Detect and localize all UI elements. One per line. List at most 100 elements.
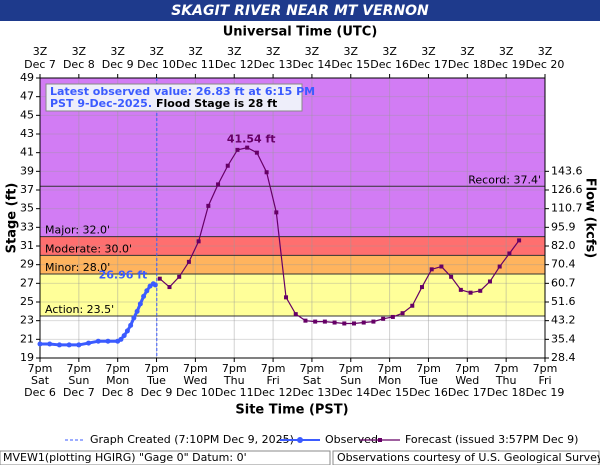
observed-point [121,333,127,339]
x-tick-label: Sat [303,374,322,387]
x-tick-label: Sat [31,374,50,387]
footer-right: Observations courtesy of U.S. Geological… [337,451,600,464]
x2-tick-label: 3Z [227,45,242,58]
x-tick-label: Dec 8 [102,386,134,399]
forecast-point [361,320,366,325]
forecast-point [478,288,483,293]
threshold-label: Record: 37.4' [468,173,541,186]
observed-point [124,328,130,334]
x-tick-label: 7pm [144,362,169,375]
x2-tick-label: Dec 7 [24,58,56,71]
forecast-point [439,264,444,269]
y2-tick-label: 60.7 [551,276,576,289]
forecast-point [293,312,298,317]
x-tick-label: Dec 19 [526,386,565,399]
x2-tick-label: Dec 12 [215,58,254,71]
x-tick-label: 7pm [377,362,402,375]
forecast-point [225,163,230,168]
forecast-point [196,239,201,244]
x-tick-label: Fri [538,374,551,387]
x-tick-label: 7pm [416,362,441,375]
forecast-point [206,203,211,208]
forecast-point [235,147,240,152]
forecast-point [487,279,492,284]
y-tick-label: 19 [20,351,34,364]
y-tick-label: 43 [20,127,34,140]
plot-frame [39,77,546,359]
x2-tick-label: 3Z [460,45,475,58]
x-tick-label: Dec 14 [331,386,370,399]
plot-area: Action: 23.5' Minor: 28.0' Moderate: 30.0'… [20,45,583,399]
y2-axis-label: Flow (kcfs) [583,178,598,258]
observed-point [47,341,53,347]
legend-marker [378,438,382,442]
threshold-label: Minor: 28.0' [45,261,110,274]
x-tick-label: 7pm [28,362,53,375]
x-tick-label: Thu [223,374,245,387]
y-tick-label: 37 [20,183,34,196]
observed-point [95,338,101,344]
y-tick-label: 25 [20,295,34,308]
top-axis-label: Universal Time (UTC) [223,25,378,40]
y2-tick-label: 82.0 [551,239,576,252]
x-tick-label: Fri [267,374,280,387]
x-tick-label: Dec 9 [141,386,173,399]
x-tick-label: Thu [495,374,517,387]
x2-tick-label: 3Z [421,45,436,58]
x2-tick-label: 3Z [266,45,281,58]
x2-tick-label: Dec 11 [176,58,215,71]
x-tick-label: Dec 17 [448,386,487,399]
y-tick-label: 45 [20,108,34,121]
y-tick-label: 47 [20,90,34,103]
y-tick-label: 27 [20,276,34,289]
threshold-label: Major: 32.0' [45,224,110,237]
footer-left: MVEW1(plotting HGIRG) "Gage 0" Datum: 0' [3,451,247,464]
info-box [45,83,303,112]
x2-tick-label: Dec 10 [137,58,176,71]
x2-tick-label: Dec 13 [254,58,293,71]
x-tick-label: Sun [68,374,89,387]
y2-tick-label: 110.7 [551,202,583,215]
chart-title: SKAGIT RIVER NEAR MT VERNON [171,3,429,19]
observed-point [86,340,92,346]
forecast-point [497,264,502,269]
forecast-point [322,319,327,324]
forecast-point [186,259,191,264]
forecast-point [157,276,162,281]
footer-right-box [332,450,600,465]
x-axis-label: Site Time (PST) [235,403,348,418]
footer-left-box [0,450,331,465]
forecast-point [410,303,415,308]
x2-tick-label: Dec 8 [63,58,95,71]
y2-tick-label: 43.2 [551,314,576,327]
forecast-point [507,251,512,256]
y2-tick-label: 51.6 [551,295,576,308]
x2-tick-label: 3Z [538,45,553,58]
y-tick-label: 35 [20,202,34,215]
x-tick-label: Dec 18 [487,386,526,399]
x2-tick-label: Dec 14 [293,58,332,71]
x2-tick-label: Dec 17 [409,58,448,71]
x-tick-label: 7pm [533,362,558,375]
observed-point [118,336,124,342]
info-line: PST 9-Dec-2025. [50,97,152,110]
x2-tick-label: Dec 18 [448,58,487,71]
legend-label: Observed [325,433,378,446]
info-line-2: PST 9-Dec-2025. Flood Stage is 28 ft [50,97,277,110]
forecast-point [352,321,357,326]
x-tick-label: 7pm [105,362,130,375]
forecast-point [303,318,308,323]
y-tick-label: 23 [20,314,34,327]
observed-point [76,342,82,348]
forecast-point [449,274,454,279]
x-tick-label: 7pm [494,362,519,375]
forecast-point [313,319,318,324]
forecast-point [177,274,182,279]
x-tick-label: Dec 10 [176,386,215,399]
forecast-point [390,314,395,319]
observed-point [144,288,150,294]
forecast-point [264,170,269,175]
x2-tick-label: Dec 16 [370,58,409,71]
x-tick-label: 7pm [261,362,286,375]
